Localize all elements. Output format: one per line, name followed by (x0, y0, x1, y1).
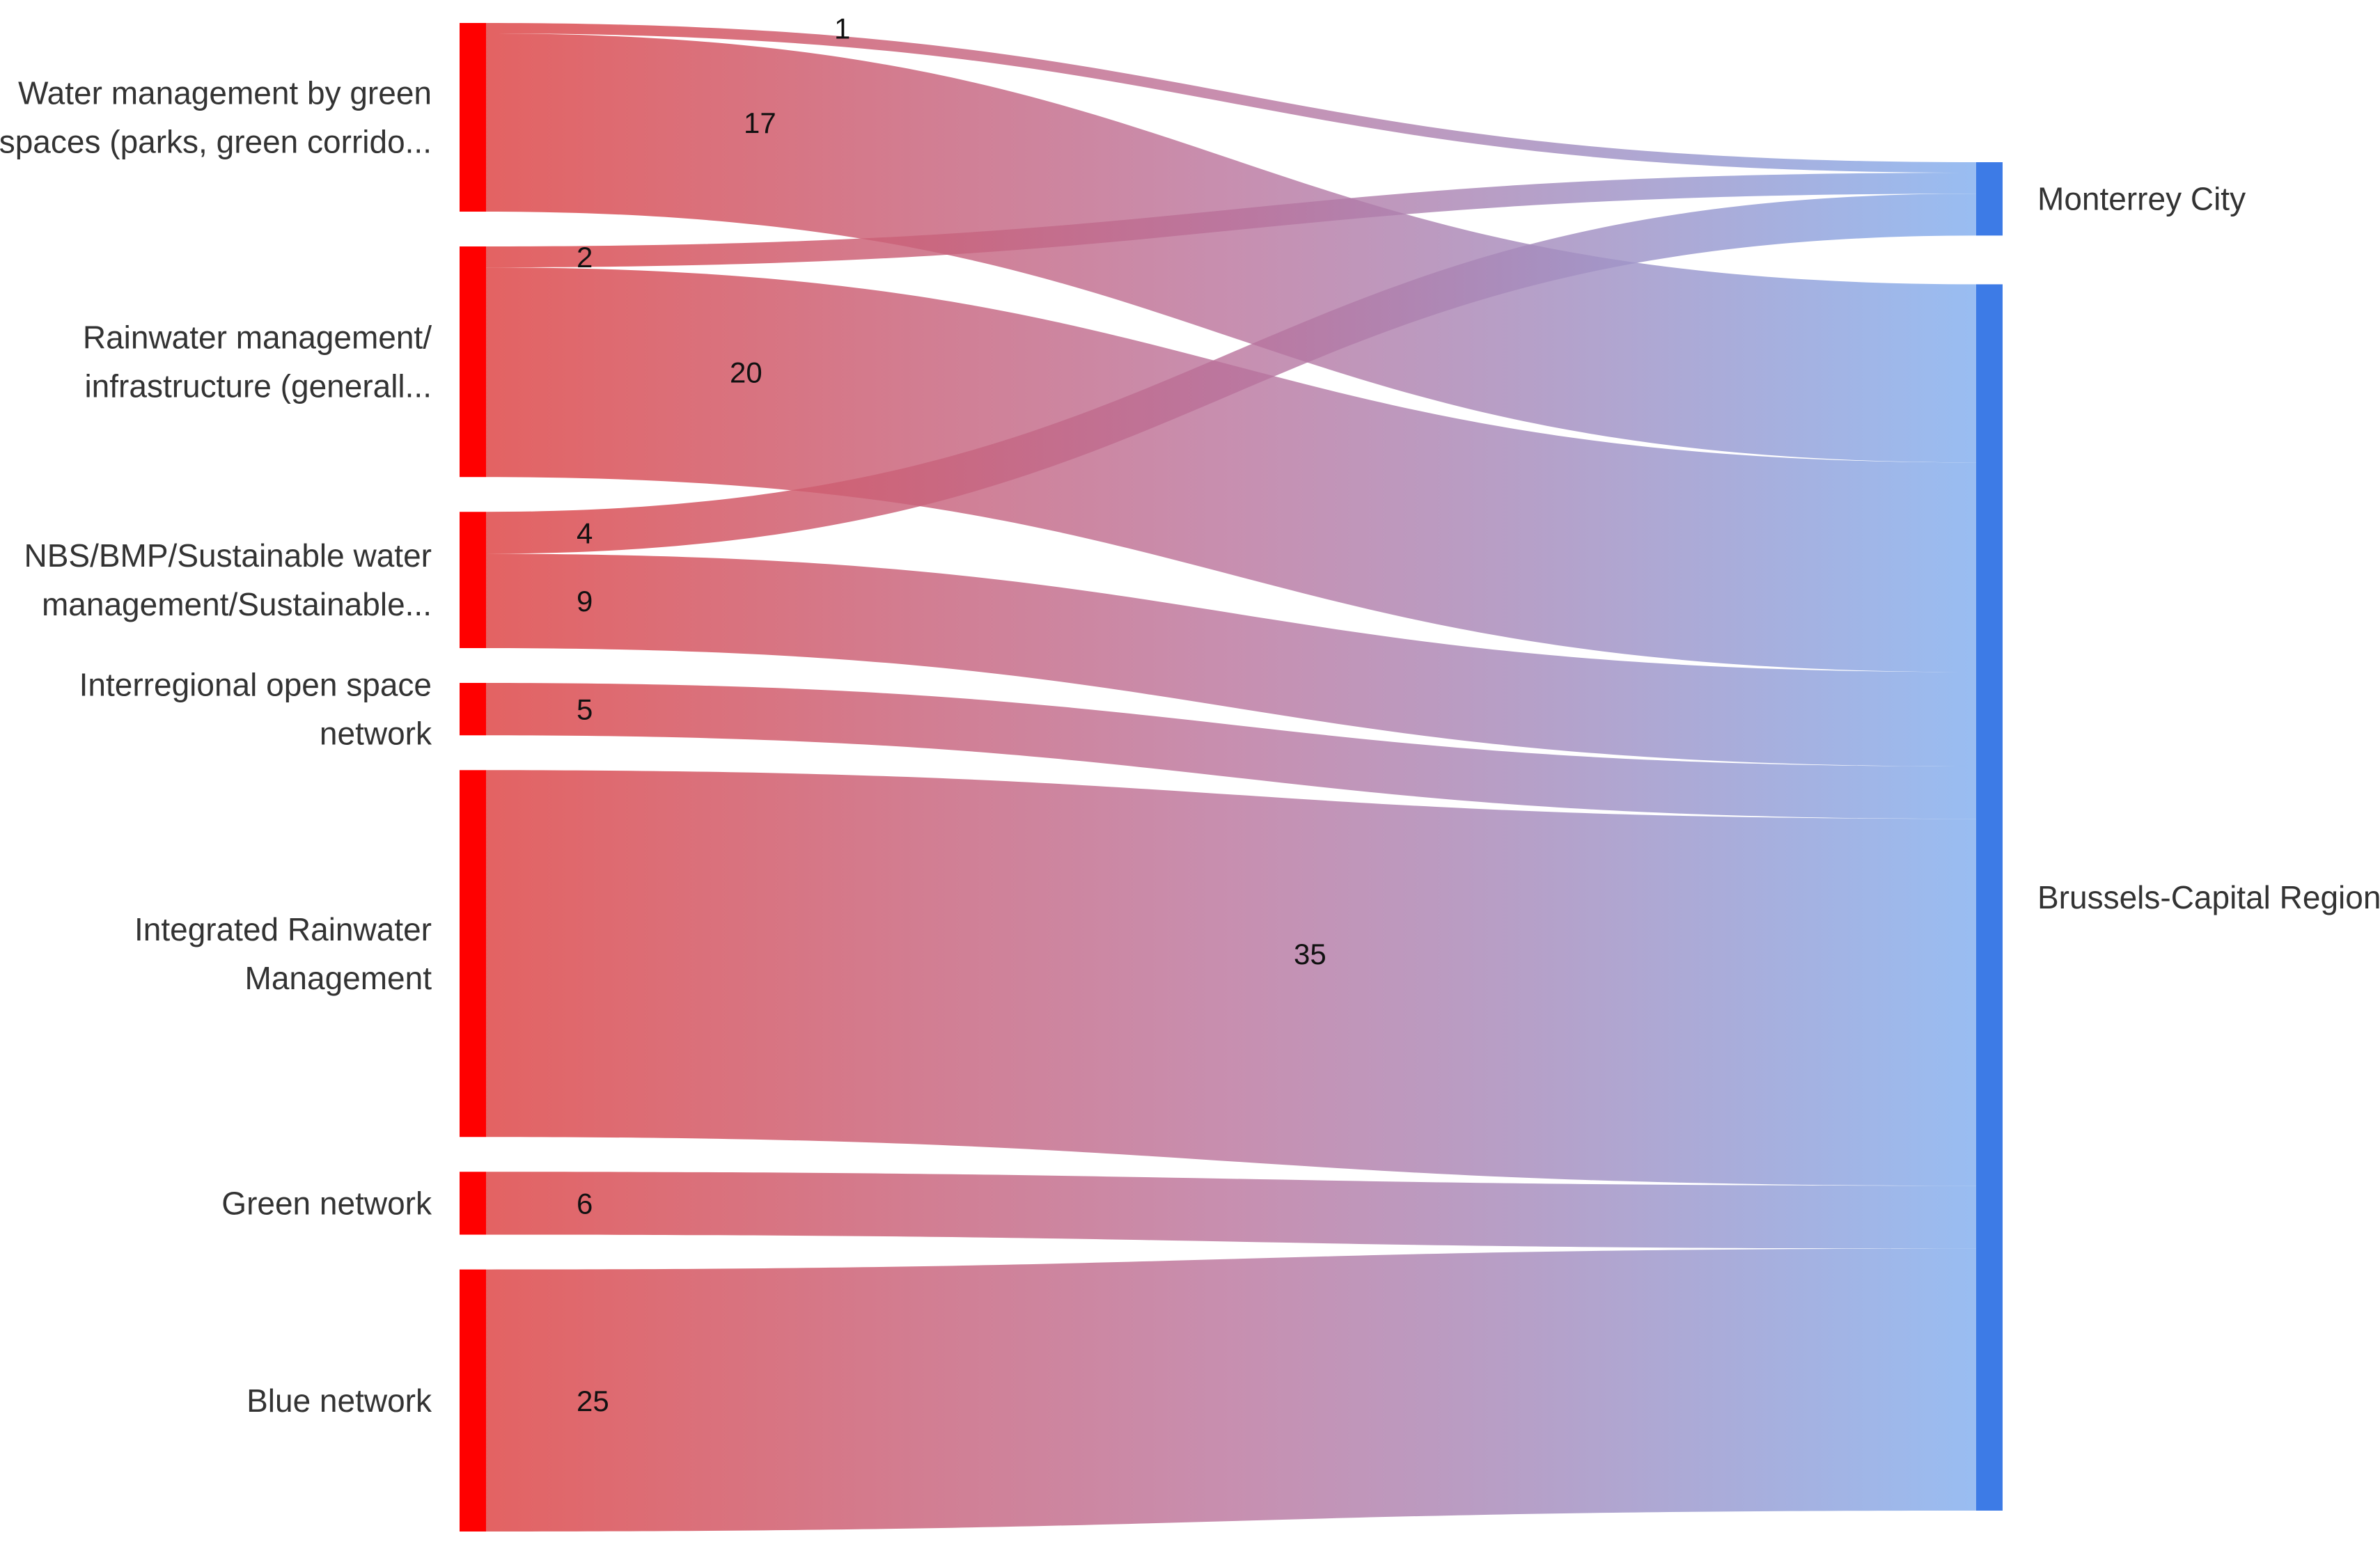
link-value-label: 6 (577, 1187, 593, 1220)
sankey-link-s2-t0[interactable] (486, 194, 1976, 554)
sankey-labels: 1 17 2 20 4 9 5 35 6 25 Water management by green s… (0, 13, 2380, 1419)
source-label-s1: Rainwater management/ (83, 320, 432, 356)
sankey-link-s0-t0[interactable] (486, 23, 1976, 173)
source-label-s0: spaces (parks, green corrido... (0, 124, 432, 160)
sankey-link-s5-t1[interactable] (486, 1172, 1976, 1249)
link-value-label: 1 (834, 13, 850, 45)
link-value-label: 25 (577, 1385, 609, 1417)
link-value-label: 4 (577, 517, 593, 549)
target-label-t0: Monterrey City (2037, 181, 2246, 217)
source-node-s1[interactable] (460, 246, 486, 478)
source-label-s4: Management (245, 960, 432, 996)
source-label-s6: Blue network (246, 1383, 432, 1419)
source-label-s3: Interregional open space (79, 667, 432, 703)
source-label-s2: NBS/BMP/Sustainable water (24, 537, 432, 574)
source-label-s4: Integrated Rainwater (134, 911, 432, 947)
sankey-link-s6-t1[interactable] (486, 1248, 1976, 1532)
sankey-link-s4-t1[interactable] (486, 770, 1976, 1186)
sankey-link-s1-t1[interactable] (486, 267, 1976, 672)
link-value-label: 9 (577, 585, 593, 617)
source-node-s2[interactable] (460, 512, 486, 648)
source-node-s6[interactable] (460, 1269, 486, 1532)
link-value-label: 35 (1294, 938, 1326, 970)
target-node-t1[interactable] (1976, 284, 2003, 1511)
source-node-s5[interactable] (460, 1172, 486, 1235)
source-label-s3: network (320, 716, 432, 752)
link-value-label: 17 (744, 107, 776, 139)
link-value-label: 5 (577, 693, 593, 726)
sankey-nodes (460, 23, 2003, 1532)
source-label-s5: Green network (221, 1185, 432, 1221)
sankey-links (486, 23, 1976, 1532)
sankey-link-s3-t1[interactable] (486, 682, 1976, 819)
sankey-link-s2-t1[interactable] (486, 553, 1976, 766)
target-node-t0[interactable] (1976, 162, 2003, 236)
source-node-s4[interactable] (460, 770, 486, 1137)
source-label-s1: infrastructure (generall... (84, 368, 432, 404)
source-label-s2: management/Sustainable... (42, 586, 432, 622)
target-label-t1: Brussels-Capital Region (2037, 879, 2380, 915)
source-label-s0: Water management by green (18, 75, 432, 111)
sankey-link-s1-t0[interactable] (486, 173, 1976, 268)
link-value-label: 2 (577, 241, 593, 274)
link-value-label: 20 (730, 356, 762, 389)
sankey-link-s0-t1[interactable] (486, 33, 1976, 463)
source-node-s0[interactable] (460, 23, 486, 212)
source-node-s3[interactable] (460, 682, 486, 736)
